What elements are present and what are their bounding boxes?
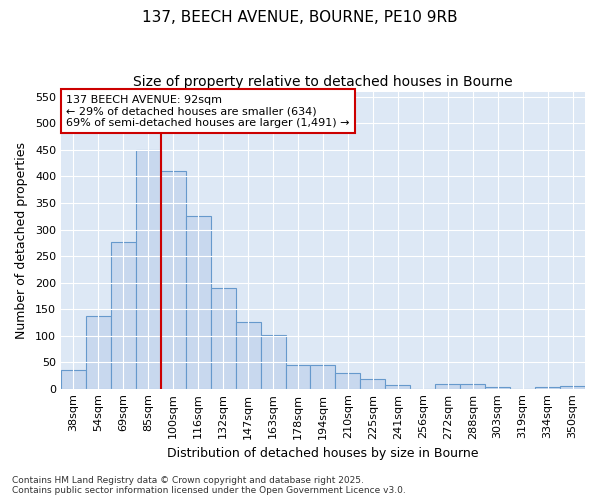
Bar <box>211 288 236 388</box>
Bar <box>61 370 86 388</box>
Bar <box>161 171 186 388</box>
Bar <box>136 150 161 388</box>
Bar <box>286 365 310 388</box>
Bar <box>86 316 111 388</box>
Title: Size of property relative to detached houses in Bourne: Size of property relative to detached ho… <box>133 75 513 89</box>
Bar <box>236 322 260 388</box>
Bar <box>111 242 136 388</box>
X-axis label: Distribution of detached houses by size in Bourne: Distribution of detached houses by size … <box>167 447 479 460</box>
Bar <box>335 373 361 388</box>
Text: Contains HM Land Registry data © Crown copyright and database right 2025.
Contai: Contains HM Land Registry data © Crown c… <box>12 476 406 495</box>
Bar <box>435 384 460 388</box>
Bar <box>310 365 335 388</box>
Bar <box>361 379 385 388</box>
Bar <box>186 216 211 388</box>
Bar <box>560 386 585 388</box>
Bar <box>485 386 510 388</box>
Bar <box>535 386 560 388</box>
Bar <box>260 334 286 388</box>
Bar <box>385 385 410 388</box>
Y-axis label: Number of detached properties: Number of detached properties <box>15 142 28 338</box>
Text: 137, BEECH AVENUE, BOURNE, PE10 9RB: 137, BEECH AVENUE, BOURNE, PE10 9RB <box>142 10 458 25</box>
Text: 137 BEECH AVENUE: 92sqm
← 29% of detached houses are smaller (634)
69% of semi-d: 137 BEECH AVENUE: 92sqm ← 29% of detache… <box>66 94 350 128</box>
Bar <box>460 384 485 388</box>
